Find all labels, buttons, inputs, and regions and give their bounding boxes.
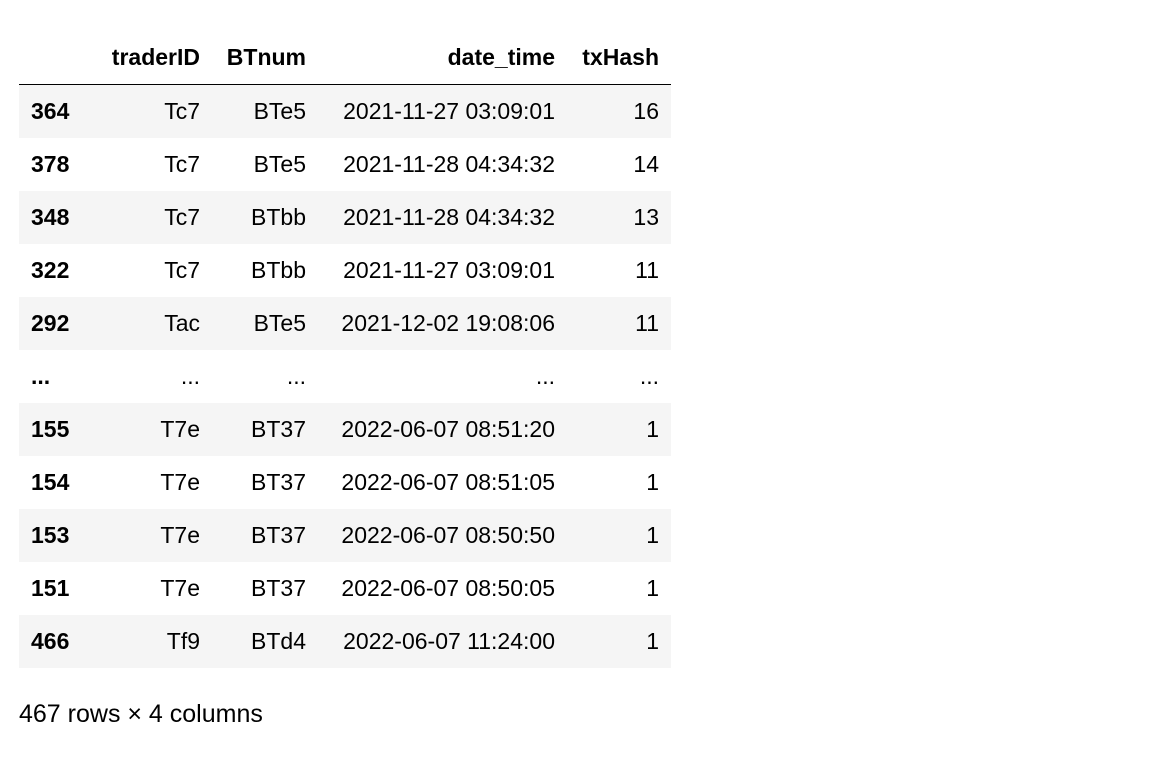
bt-num-cell: BT37 — [251, 575, 306, 601]
dataframe-table: traderID BTnum date_time txHash 364 Tc7 BT… — [19, 30, 671, 668]
row-index-label: 322 — [31, 257, 70, 283]
row-index-label: 155 — [31, 416, 70, 442]
column-header-BTnum: BTnum — [212, 30, 318, 85]
tx-hash-cell: ... — [639, 363, 659, 389]
date-time-cell: 2022-06-07 11:24:00 — [343, 628, 555, 654]
date-time-cell: 2021-12-02 19:08:06 — [341, 310, 555, 336]
table-header: traderID BTnum date_time txHash — [19, 30, 671, 85]
date-time-cell: 2022-06-07 08:50:05 — [341, 575, 555, 601]
tx-hash-cell: 16 — [633, 98, 659, 124]
trader-id-cell: Tc7 — [164, 257, 200, 283]
column-header-date-time: date_time — [318, 30, 567, 85]
date-time-cell: 2021-11-27 03:09:01 — [343, 257, 555, 283]
row-index-label: 378 — [31, 151, 70, 177]
tx-hash-cell: 14 — [633, 151, 659, 177]
table-body: 364 Tc7 BTe5 2021-11-27 03:09:01 16 378 Tc7 BTe… — [19, 84, 671, 668]
column-header-txHash: txHash — [567, 30, 671, 85]
tx-hash-cell: 1 — [646, 575, 659, 601]
table-row: 348 Tc7 BTbb 2021-11-28 04:34:32 13 — [19, 191, 671, 244]
ellipsis-row: ............... — [19, 350, 671, 403]
bt-num-cell: BTbb — [251, 257, 306, 283]
row-index-label: 151 — [31, 575, 70, 601]
date-time-cell: 2022-06-07 08:51:05 — [341, 469, 555, 495]
row-index-label: 292 — [31, 310, 70, 336]
date-time-cell: 2021-11-28 04:34:32 — [343, 151, 555, 177]
bt-num-cell: BT37 — [251, 522, 306, 548]
bt-num-cell: BTbb — [251, 204, 306, 230]
row-index-label: 466 — [31, 628, 70, 654]
dataframe-shape-label: 467 rows × 4 columns — [19, 700, 263, 728]
header-row: traderID BTnum date_time txHash — [19, 30, 671, 85]
table-row: 155 T7e BT37 2022-06-07 08:51:20 1 — [19, 403, 671, 456]
bt-num-cell: BT37 — [251, 469, 306, 495]
trader-id-cell: Tc7 — [164, 151, 200, 177]
row-index-label: ... — [31, 363, 51, 389]
table-row: 154 T7e BT37 2022-06-07 08:51:05 1 — [19, 456, 671, 509]
trader-id-cell: Tc7 — [164, 98, 200, 124]
row-index-label: 153 — [31, 522, 70, 548]
row-index-label: 154 — [31, 469, 70, 495]
trader-id-cell: T7e — [160, 469, 200, 495]
trader-id-cell: Tf9 — [166, 628, 200, 654]
table-row: 466 Tf9 BTd4 2022-06-07 11:24:00 1 — [19, 615, 671, 668]
table-row: 292 Tac BTe5 2021-12-02 19:08:06 11 — [19, 297, 671, 350]
table-row: 151 T7e BT37 2022-06-07 08:50:05 1 — [19, 562, 671, 615]
bt-num-cell: BTe5 — [253, 98, 306, 124]
trader-id-cell: ... — [180, 363, 200, 389]
table-row: 364 Tc7 BTe5 2021-11-27 03:09:01 16 — [19, 84, 671, 138]
index-column-header — [19, 30, 94, 85]
tx-hash-cell: 11 — [635, 257, 659, 283]
trader-id-cell: T7e — [160, 575, 200, 601]
bt-num-cell: ... — [286, 363, 306, 389]
tx-hash-cell: 1 — [646, 469, 659, 495]
bt-num-cell: BT37 — [251, 416, 306, 442]
table-row: 378 Tc7 BTe5 2021-11-28 04:34:32 14 — [19, 138, 671, 191]
bt-num-cell: BTd4 — [251, 628, 306, 654]
bt-num-cell: BTe5 — [253, 151, 306, 177]
dataframe-output: traderID BTnum date_time txHash 364 Tc7 BT… — [19, 30, 671, 668]
date-time-cell: ... — [535, 363, 555, 389]
trader-id-cell: T7e — [160, 416, 200, 442]
tx-hash-cell: 1 — [646, 522, 659, 548]
tx-hash-cell: 1 — [646, 416, 659, 442]
bt-num-cell: BTe5 — [253, 310, 306, 336]
row-index-label: 348 — [31, 204, 70, 230]
trader-id-cell: T7e — [160, 522, 200, 548]
table-row: 322 Tc7 BTbb 2021-11-27 03:09:01 11 — [19, 244, 671, 297]
date-time-cell: 2021-11-28 04:34:32 — [343, 204, 555, 230]
date-time-cell: 2022-06-07 08:50:50 — [341, 522, 555, 548]
row-index-label: 364 — [31, 98, 70, 124]
column-header-traderID: traderID — [94, 30, 212, 85]
table-row: 153 T7e BT37 2022-06-07 08:50:50 1 — [19, 509, 671, 562]
trader-id-cell: Tc7 — [164, 204, 200, 230]
trader-id-cell: Tac — [164, 310, 200, 336]
tx-hash-cell: 13 — [633, 204, 659, 230]
date-time-cell: 2021-11-27 03:09:01 — [343, 98, 555, 124]
tx-hash-cell: 1 — [646, 628, 659, 654]
date-time-cell: 2022-06-07 08:51:20 — [341, 416, 555, 442]
tx-hash-cell: 11 — [635, 310, 659, 336]
